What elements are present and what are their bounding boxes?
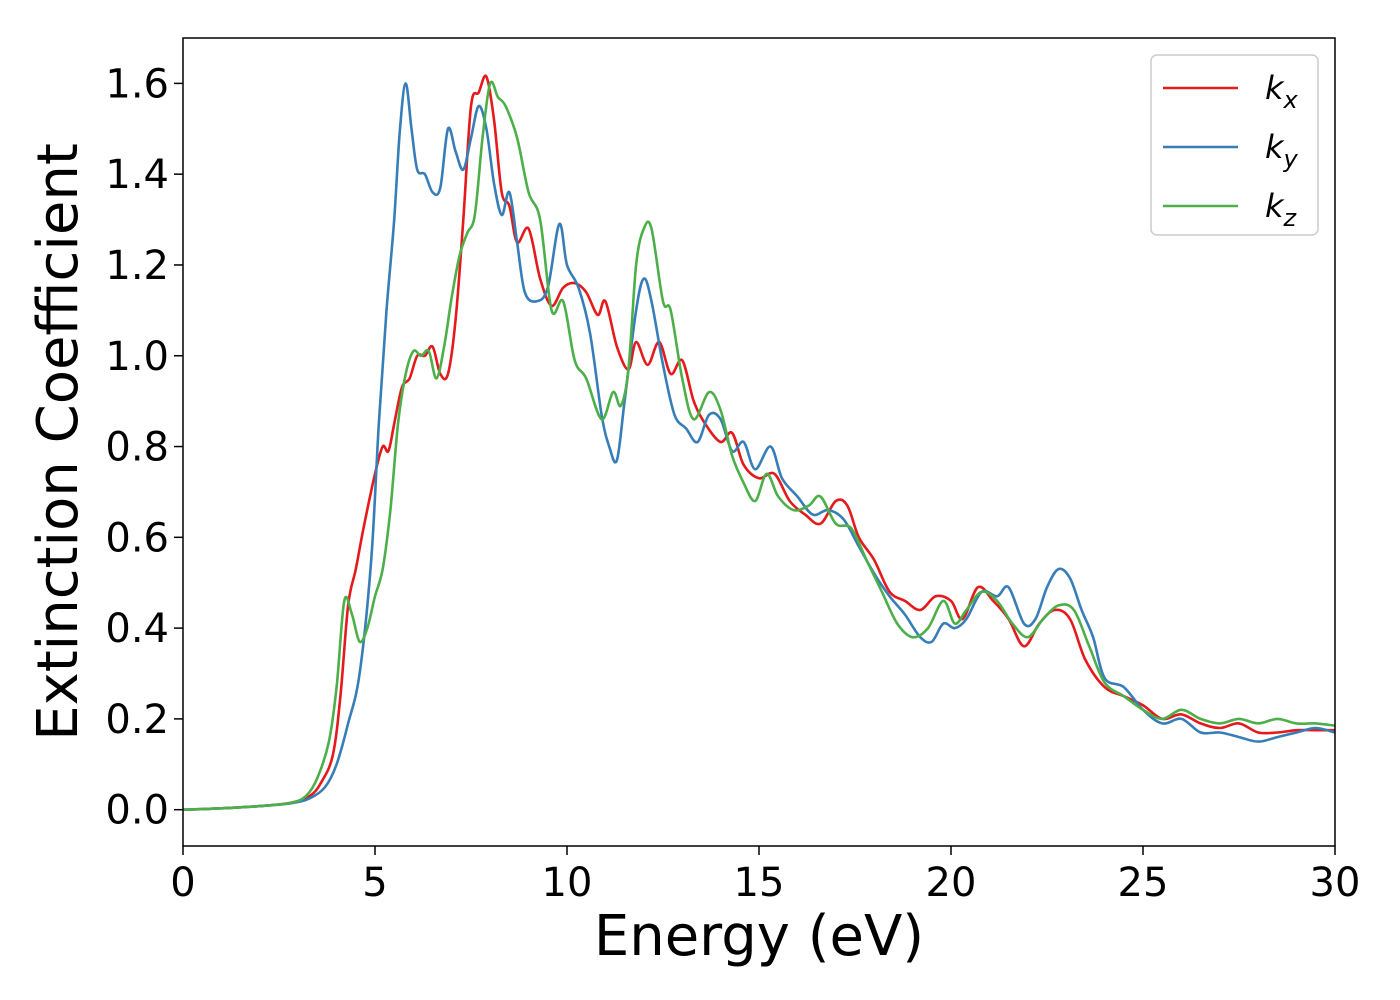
legend-label-ky: ky [1265, 128, 1299, 173]
x-tick-label: 25 [1118, 860, 1169, 906]
y-tick-label: 1.2 [105, 243, 169, 289]
x-tick-label: 5 [362, 860, 387, 906]
y-tick-label: 0.4 [105, 606, 169, 652]
x-tick-label: 0 [170, 860, 195, 906]
series-line-ky [182, 82, 1336, 811]
y-tick-label: 1.6 [105, 61, 169, 107]
y-tick-label: 1.4 [105, 152, 169, 198]
series-line-kz [182, 80, 1336, 811]
y-tick-label: 0.0 [105, 788, 169, 834]
x-axis: 0 5 10 15 20 25 30 [170, 846, 1360, 906]
plot-frame [182, 37, 1336, 847]
series-line-kx [182, 74, 1335, 811]
x-tick-label: 20 [926, 860, 977, 906]
plot-area [182, 74, 1336, 811]
legend-label-kz: kz [1265, 187, 1298, 232]
y-axis: 0.0 0.2 0.4 0.6 0.8 1.0 1.2 1.4 1.6 [105, 61, 183, 834]
y-tick-label: 0.8 [105, 425, 169, 471]
legend-frame [1150, 54, 1319, 236]
x-tick-label: 30 [1310, 860, 1361, 906]
legend: kx ky kz [1150, 54, 1319, 236]
x-axis-title: Energy (eV) [594, 904, 924, 969]
legend-label-kx: kx [1265, 69, 1299, 114]
x-tick-label: 10 [542, 860, 593, 906]
x-tick-label: 15 [734, 860, 785, 906]
y-tick-label: 0.6 [105, 515, 169, 561]
y-tick-label: 0.2 [105, 697, 169, 743]
y-tick-label: 1.0 [105, 334, 169, 380]
y-axis-title: Extinction Coefficient [26, 143, 91, 741]
